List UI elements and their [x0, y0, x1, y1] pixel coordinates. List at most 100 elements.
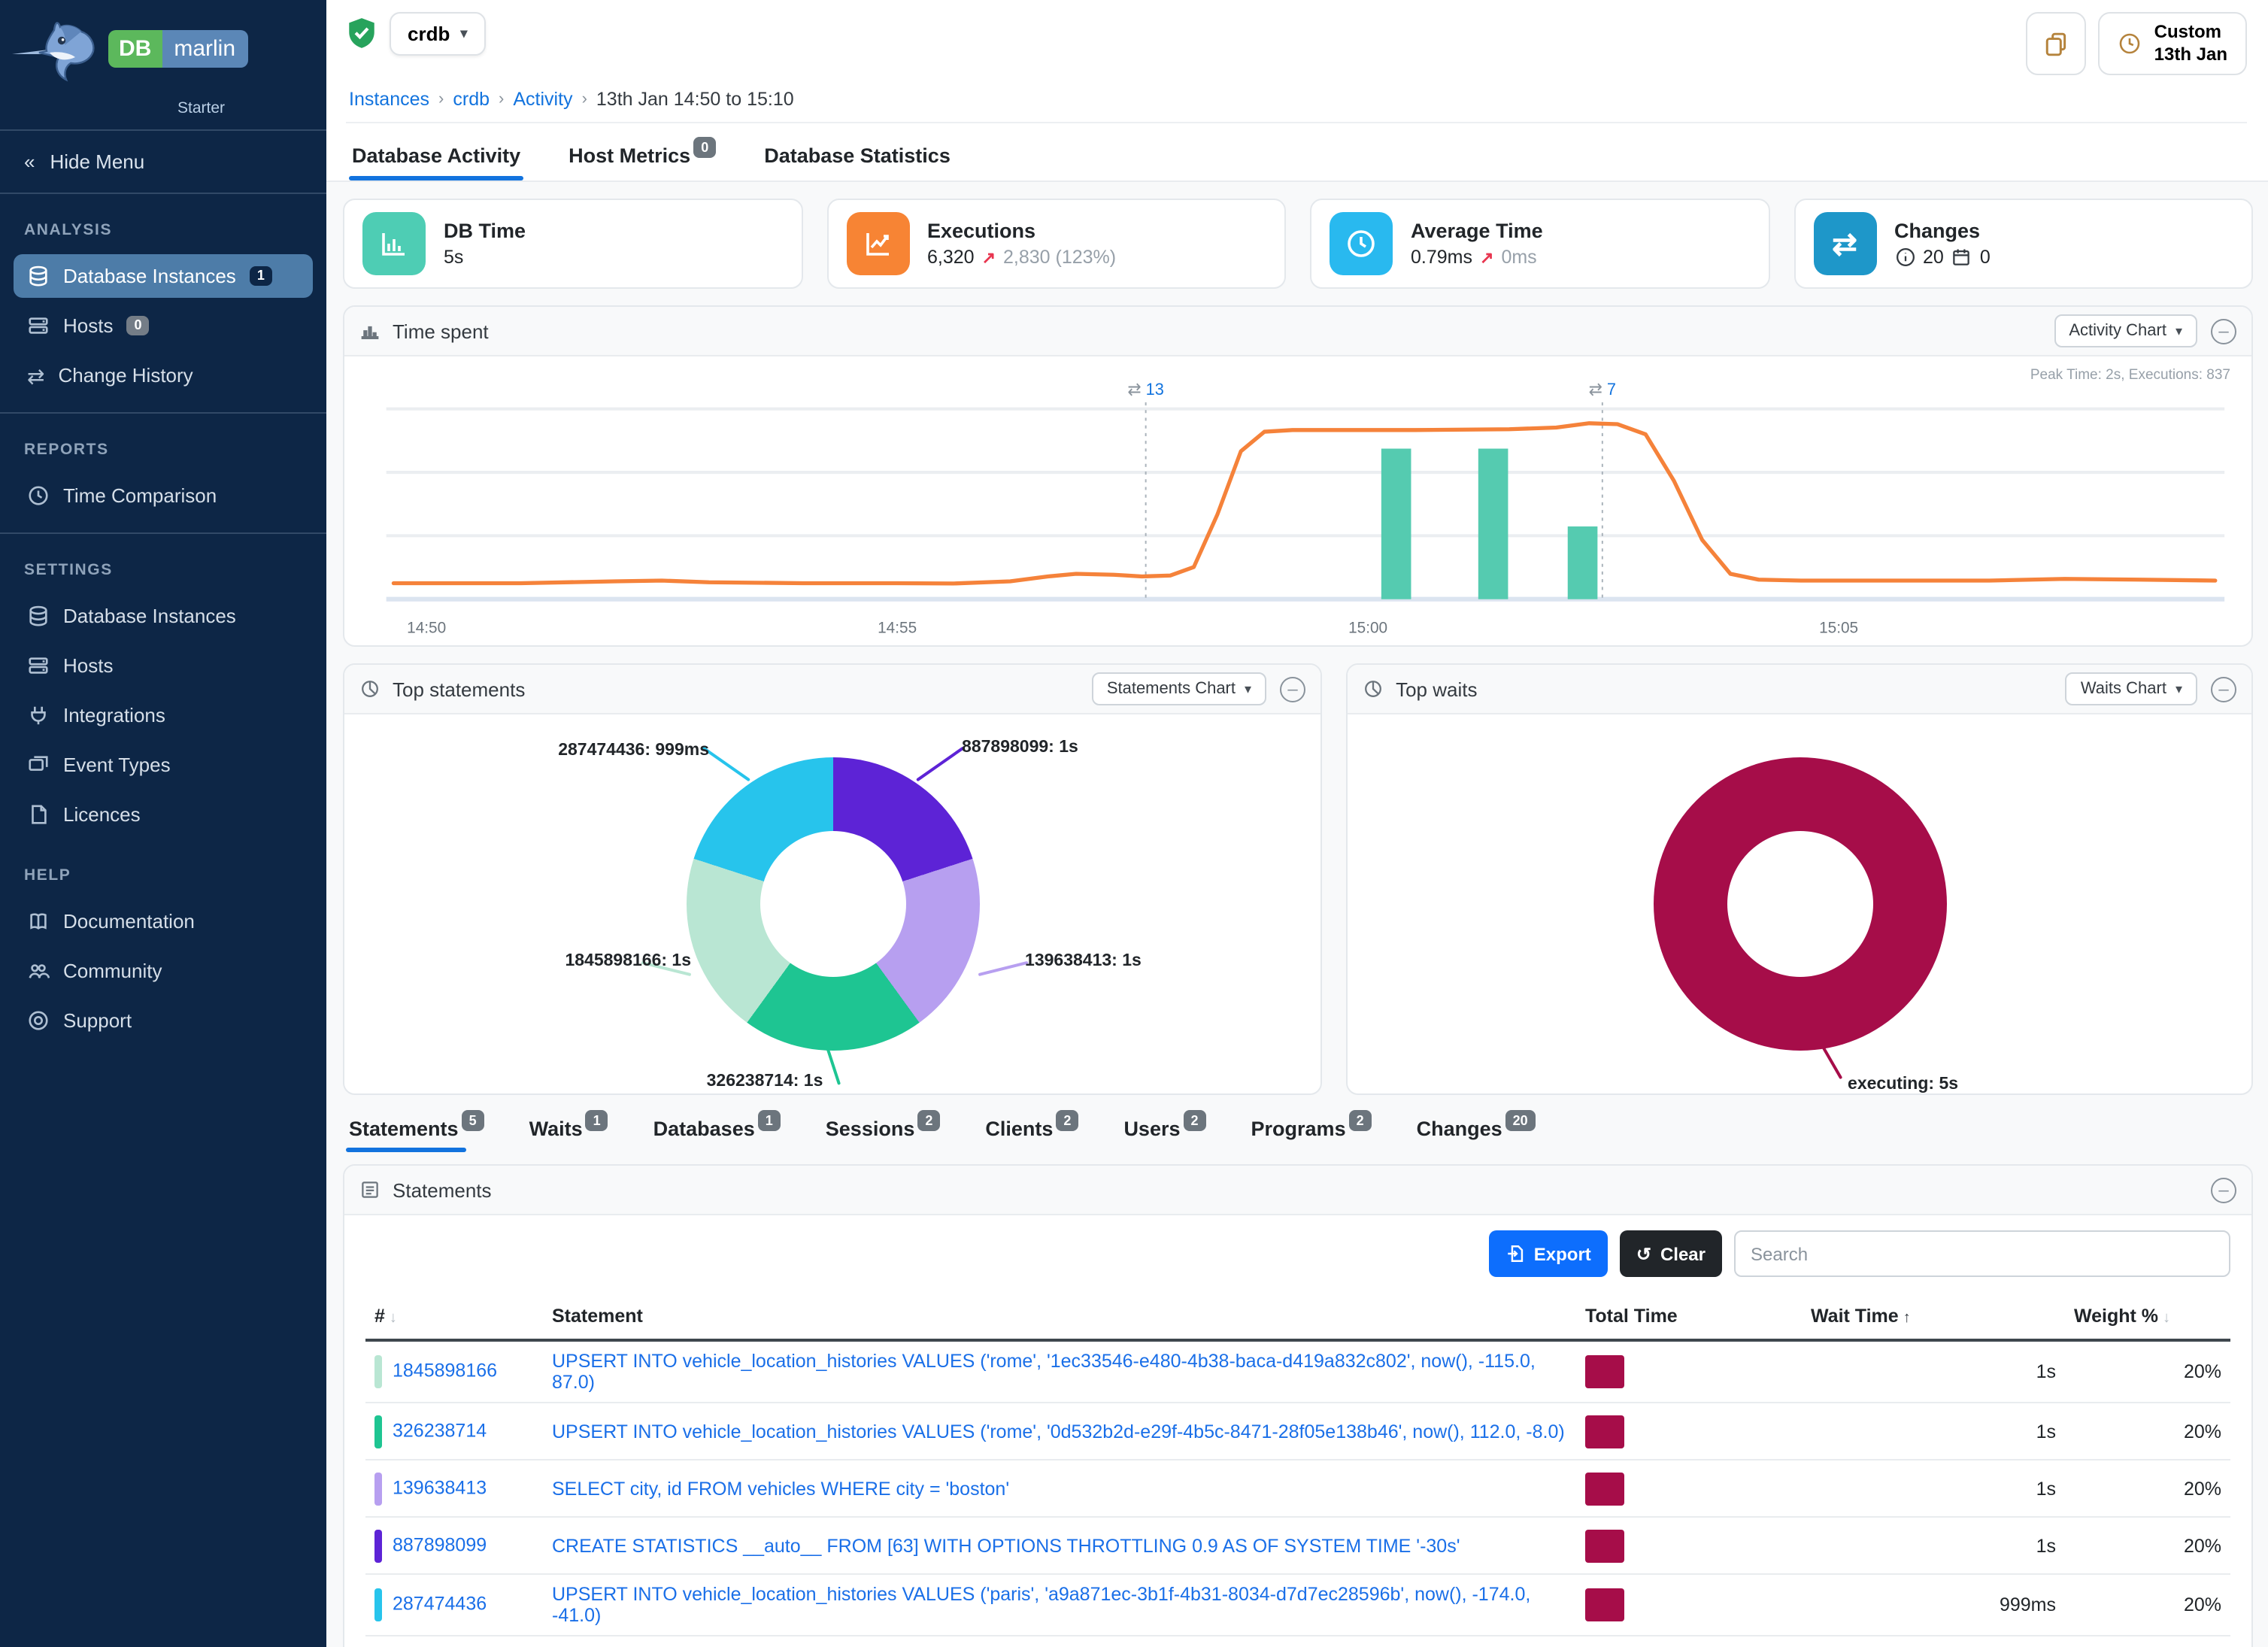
statement-id-link[interactable]: 326238714	[393, 1419, 487, 1441]
slice-label: executing: 5s	[1848, 1075, 1959, 1093]
collapse-panel-button[interactable]: –	[1280, 676, 1306, 702]
sidebar-item-settings-database-instances[interactable]: Database Instances	[14, 594, 313, 638]
statement-sql-link[interactable]: CREATE STATISTICS __auto__ FROM [63] WIT…	[552, 1535, 1460, 1556]
tab-users[interactable]: Users 2	[1120, 1110, 1208, 1152]
sidebar-item-change-history[interactable]: ⇄ Change History	[14, 353, 313, 397]
col-header-id[interactable]: # ↓	[365, 1294, 543, 1342]
svg-text:14:55: 14:55	[878, 619, 917, 636]
collapse-panel-button[interactable]: –	[2211, 1177, 2236, 1203]
export-button[interactable]: Export	[1488, 1230, 1608, 1277]
sidebar-item-database-instances[interactable]: Database Instances 1	[14, 254, 313, 298]
svg-text:15:00: 15:00	[1348, 619, 1387, 636]
tab-host-metrics[interactable]: Host Metrics 0	[565, 135, 719, 180]
time-spent-chart[interactable]: ⇄ 13 ⇄ 7 14:50 14:55 15:00 15:05	[359, 369, 2236, 642]
tab-clients[interactable]: Clients 2	[982, 1110, 1081, 1152]
brand-logo[interactable]: DB marlin	[0, 0, 326, 96]
svg-text:⇄ 13: ⇄ 13	[1127, 379, 1164, 398]
clock-icon	[29, 486, 48, 505]
statement-sql-link[interactable]: UPSERT INTO vehicle_location_histories V…	[552, 1421, 1565, 1442]
info-icon	[1896, 248, 1914, 266]
copy-link-button[interactable]	[2026, 12, 2087, 75]
card-title: DB Time	[444, 220, 526, 242]
top-statements-panel: Top statements Statements Chart ▾ –	[343, 663, 1323, 1095]
tab-waits[interactable]: Waits 1	[526, 1110, 611, 1152]
tab-databases[interactable]: Databases 1	[650, 1110, 784, 1152]
shield-check-icon	[349, 18, 374, 48]
statements-body: Export ↺ Clear #↓ Statement	[344, 1215, 2251, 1647]
total-time-bar	[1585, 1472, 1624, 1505]
sort-icon: ↓	[2163, 1310, 2171, 1327]
col-header-weight[interactable]: Weight % ↓	[2065, 1294, 2230, 1342]
waits-chart-select[interactable]: Waits Chart ▾	[2065, 672, 2197, 705]
sidebar-item-documentation[interactable]: Documentation	[14, 899, 313, 943]
tab-changes[interactable]: Changes 20	[1414, 1110, 1539, 1152]
item-label: Change History	[58, 364, 193, 387]
statement-id-link[interactable]: 1845898166	[393, 1360, 498, 1382]
activity-chart-select[interactable]: Activity Chart ▾	[2054, 314, 2197, 347]
top-tabs: Database Activity Host Metrics 0 Database…	[346, 122, 2247, 180]
statement-id-link[interactable]: 287474436	[393, 1593, 487, 1615]
tab-statements[interactable]: Statements 5	[346, 1110, 487, 1152]
slice-label: 1845898166: 1s	[565, 952, 692, 970]
sidebar-item-settings-hosts[interactable]: Hosts	[14, 644, 313, 687]
sidebar-item-time-comparison[interactable]: Time Comparison	[14, 474, 313, 517]
col-header-total-time[interactable]: Total Time	[1576, 1294, 1802, 1342]
wait-time-value: 999ms	[1802, 1574, 2065, 1636]
col-header-wait-time[interactable]: Wait Time ↑	[1802, 1294, 2065, 1342]
card-executions: Executions 6,320 ↗ 2,830 (123%)	[826, 199, 1286, 289]
breadcrumb-crdb[interactable]: crdb	[453, 89, 490, 110]
tab-badge: 1	[585, 1110, 608, 1131]
breadcrumb-daterange: 13th Jan 14:50 to 15:10	[596, 89, 794, 110]
sidebar-item-event-types[interactable]: Event Types	[14, 743, 313, 787]
executions-delta: 2,830 (123%)	[1003, 247, 1117, 268]
sidebar-item-hosts[interactable]: Hosts 0	[14, 304, 313, 347]
metric-cards: DB Time 5s Executions 6,320 ↗ 2,830 (123…	[343, 199, 2253, 289]
breadcrumb-instances[interactable]: Instances	[349, 89, 430, 110]
tab-database-activity[interactable]: Database Activity	[349, 135, 524, 180]
search-input[interactable]	[1734, 1230, 2230, 1277]
statement-color-chip	[374, 1472, 382, 1505]
statement-id-link[interactable]: 139638413	[393, 1476, 487, 1498]
callout-line	[1820, 1044, 1842, 1079]
statement-sql-link[interactable]: UPSERT INTO vehicle_location_histories V…	[552, 1351, 1536, 1393]
people-icon	[29, 964, 50, 978]
sidebar-item-licences[interactable]: Licences	[14, 793, 313, 836]
average-time-delta: 0ms	[1501, 247, 1537, 268]
statements-panel: Statements – Export ↺ Clear	[343, 1164, 2253, 1647]
tab-programs[interactable]: Programs 2	[1248, 1110, 1375, 1152]
server-icon	[29, 317, 48, 334]
undo-icon: ↺	[1636, 1243, 1651, 1264]
col-header-statement[interactable]: Statement	[543, 1294, 1576, 1342]
statement-id-link[interactable]: 887898099	[393, 1533, 487, 1555]
sidebar-item-integrations[interactable]: Integrations	[14, 693, 313, 737]
svg-text:15:05: 15:05	[1819, 619, 1858, 636]
tab-database-statistics[interactable]: Database Statistics	[764, 144, 951, 167]
statement-sql-link[interactable]: UPSERT INTO vehicle_location_histories V…	[552, 1584, 1531, 1626]
sidebar-item-support[interactable]: Support	[14, 999, 313, 1042]
table-row: 326238714 UPSERT INTO vehicle_location_h…	[365, 1403, 2230, 1460]
hide-menu-button[interactable]: « Hide Menu	[0, 131, 326, 193]
collapse-panel-button[interactable]: –	[2211, 318, 2236, 344]
statement-color-chip	[374, 1588, 382, 1621]
sort-icon: ↓	[389, 1310, 397, 1327]
average-time-value: 0.79ms	[1411, 247, 1472, 268]
sidebar-item-community[interactable]: Community	[14, 949, 313, 993]
statement-sql-link[interactable]: SELECT city, id FROM vehicles WHERE city…	[552, 1478, 1010, 1499]
breadcrumb-activity[interactable]: Activity	[513, 89, 573, 110]
clear-button[interactable]: ↺ Clear	[1619, 1230, 1722, 1277]
item-label: Licences	[63, 803, 141, 826]
breadcrumb-separator: ›	[438, 90, 444, 108]
statements-chart-select[interactable]: Statements Chart ▾	[1091, 672, 1267, 705]
tab-sessions[interactable]: Sessions 2	[823, 1110, 944, 1152]
db-time-value: 5s	[444, 247, 464, 268]
card-title: Average Time	[1411, 220, 1543, 242]
wait-time-value: 1s	[1802, 1403, 2065, 1460]
time-range-button[interactable]: Custom 13th Jan	[2098, 12, 2247, 75]
item-label: Community	[63, 960, 162, 982]
statement-color-chip	[374, 1355, 382, 1388]
top-statements-donut: 887898099: 1s 139638413: 1s 326238714: 1…	[344, 714, 1320, 1093]
line-chart-icon	[846, 212, 909, 275]
collapse-panel-button[interactable]: –	[2211, 676, 2236, 702]
wait-time-value: 1s	[1802, 1340, 2065, 1403]
instance-selector[interactable]: crdb ▾	[390, 12, 486, 56]
